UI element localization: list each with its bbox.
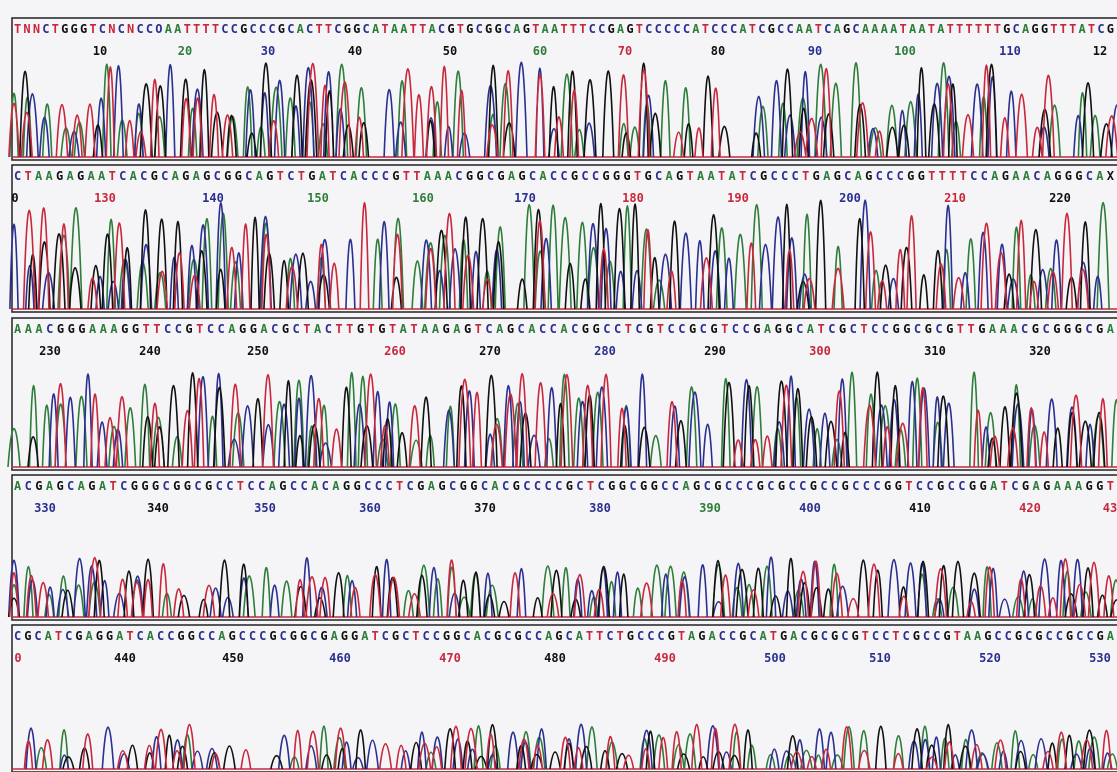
position-label: 100	[894, 44, 916, 58]
position-label: 0	[14, 651, 21, 665]
position-label: 180	[622, 191, 644, 205]
position-label: 220	[1049, 191, 1071, 205]
position-label: 310	[924, 344, 946, 358]
position-label: 330	[34, 501, 56, 515]
position-label: 450	[222, 651, 244, 665]
position-label: 320	[1029, 344, 1051, 358]
position-label: 130	[94, 191, 116, 205]
position-label: 20	[178, 44, 192, 58]
position-label: 90	[808, 44, 822, 58]
position-label: 10	[93, 44, 107, 58]
position-label: 80	[711, 44, 725, 58]
position-label: 510	[869, 651, 891, 665]
position-label: 12	[1093, 44, 1107, 58]
position-label: 210	[944, 191, 966, 205]
position-label: 160	[412, 191, 434, 205]
position-label: 400	[799, 501, 821, 515]
position-label: 70	[618, 44, 632, 58]
position-label: 30	[261, 44, 275, 58]
chromatogram: TNNCTGGGTCNCNCCOAATTTTCCGCCCGCACTTCGGCAT…	[0, 0, 1117, 772]
position-label: 240	[139, 344, 161, 358]
position-label: 250	[247, 344, 269, 358]
position-label: 290	[704, 344, 726, 358]
position-label: 480	[544, 651, 566, 665]
position-label: 390	[699, 501, 721, 515]
position-label: 300	[809, 344, 831, 358]
position-label: 420	[1019, 501, 1041, 515]
position-label: 110	[999, 44, 1021, 58]
position-label: 460	[329, 651, 351, 665]
position-label: 0	[11, 191, 18, 205]
position-label: 170	[514, 191, 536, 205]
position-label: 360	[359, 501, 381, 515]
position-label: 530	[1089, 651, 1111, 665]
position-label: 50	[443, 44, 457, 58]
position-label: 190	[727, 191, 749, 205]
position-label: 340	[147, 501, 169, 515]
position-label: 520	[979, 651, 1001, 665]
position-label: 40	[348, 44, 362, 58]
position-label: 380	[589, 501, 611, 515]
position-label: 200	[839, 191, 861, 205]
position-label: 370	[474, 501, 496, 515]
position-label: 470	[439, 651, 461, 665]
position-label: 260	[384, 344, 406, 358]
position-label: 270	[479, 344, 501, 358]
position-label: 280	[594, 344, 616, 358]
position-label: 500	[764, 651, 786, 665]
position-label: 490	[654, 651, 676, 665]
position-label: 150	[307, 191, 329, 205]
position-label: 60	[533, 44, 547, 58]
position-label: 410	[909, 501, 931, 515]
position-label: 43	[1103, 501, 1117, 515]
position-label: 440	[114, 651, 136, 665]
position-label: 350	[254, 501, 276, 515]
position-label: 230	[39, 344, 61, 358]
